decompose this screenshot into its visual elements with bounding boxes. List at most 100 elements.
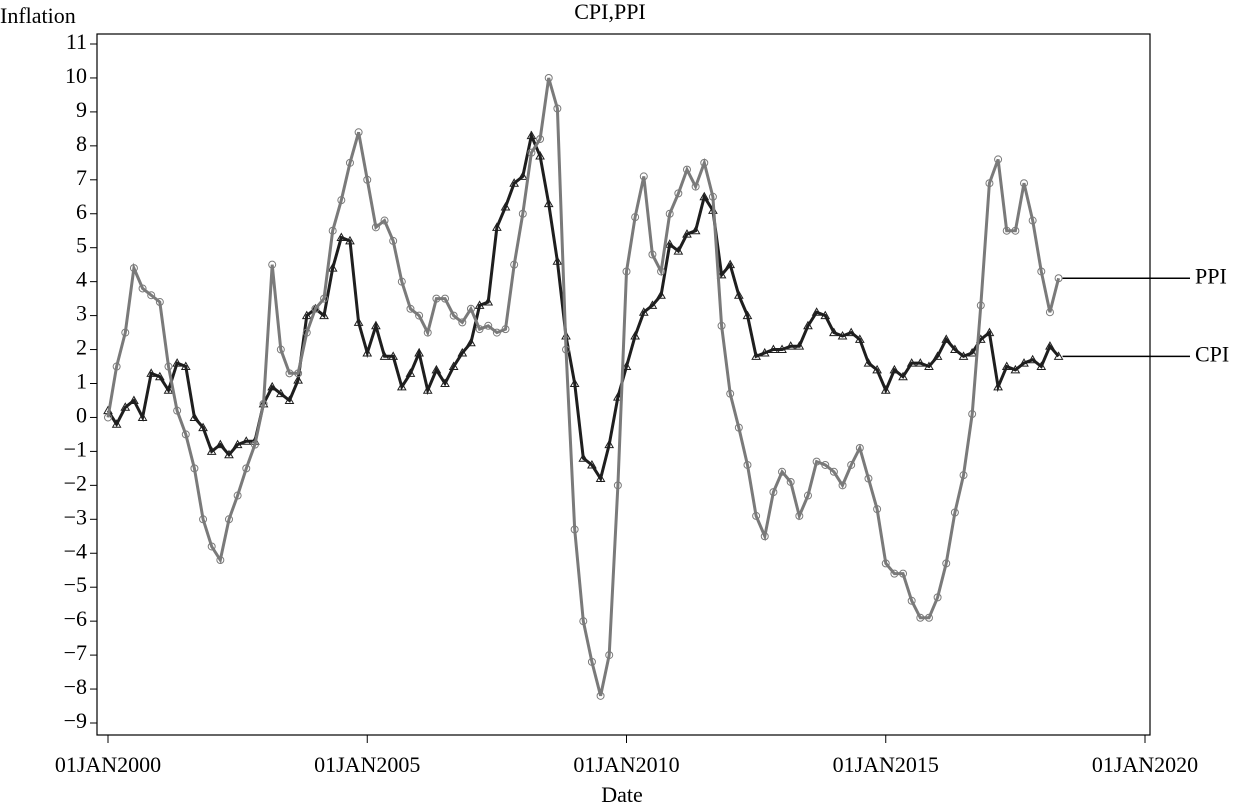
triangle-marker	[811, 307, 822, 316]
circle-marker	[354, 128, 363, 137]
circle-marker	[190, 464, 199, 473]
circle-marker	[423, 328, 432, 337]
triangle-marker	[535, 151, 545, 160]
triangle-marker	[872, 364, 882, 374]
circle-marker	[605, 651, 614, 660]
circle-marker	[570, 525, 579, 534]
circle-marker	[994, 155, 1003, 164]
y-tick-label: 11	[66, 29, 87, 54]
y-tick-label: 5	[76, 233, 87, 258]
circle-marker	[821, 460, 830, 469]
triangle-marker	[146, 368, 157, 377]
triangle-marker	[293, 375, 303, 384]
circle-marker	[933, 593, 942, 602]
circle-marker	[976, 301, 985, 310]
x-tick-label: 01JAN2000	[55, 752, 161, 777]
triangle-marker	[448, 361, 459, 371]
circle-marker	[1020, 179, 1029, 188]
y-tick-label: −7	[64, 640, 87, 665]
triangle-marker	[224, 449, 234, 459]
circle-marker	[104, 413, 112, 422]
triangle-marker	[189, 412, 200, 421]
triangle-marker	[768, 344, 779, 354]
circle-marker	[121, 328, 130, 337]
circle-marker	[950, 508, 959, 517]
triangle-marker	[483, 297, 494, 306]
y-tick-label: −3	[64, 504, 87, 529]
triangle-marker	[552, 256, 563, 265]
triangle-marker	[898, 371, 908, 381]
legend-label: CPI	[1195, 341, 1229, 366]
triangle-marker	[414, 347, 424, 357]
circle-marker	[890, 569, 899, 578]
y-tick-label: 4	[76, 267, 87, 292]
triangle-marker	[1053, 351, 1064, 360]
circle-marker	[682, 165, 691, 174]
triangle-marker	[362, 347, 373, 357]
y-tick-label: −1	[64, 436, 87, 461]
triangle-marker	[656, 290, 666, 299]
triangle-marker	[466, 337, 476, 347]
triangle-marker	[578, 453, 589, 462]
triangle-marker	[829, 327, 839, 337]
circle-marker	[717, 321, 726, 330]
y-tick-label: 1	[76, 369, 87, 394]
circle-marker	[786, 477, 795, 486]
triangle-marker	[647, 300, 658, 309]
triangle-marker	[129, 395, 139, 404]
circle-marker	[1002, 226, 1011, 235]
triangle-marker	[345, 235, 355, 245]
triangle-marker	[492, 222, 502, 231]
triangle-marker	[241, 436, 252, 445]
triangle-marker	[967, 347, 978, 357]
circle-marker	[795, 511, 804, 520]
circle-marker	[864, 474, 873, 483]
triangle-marker	[1010, 364, 1021, 374]
circle-marker	[406, 304, 415, 313]
triangle-marker	[612, 392, 623, 401]
chart-title: CPI,PPI	[574, 0, 646, 24]
circle-marker	[639, 172, 648, 181]
circle-marker	[587, 657, 596, 666]
triangle-marker	[569, 378, 580, 387]
circle-marker	[518, 209, 527, 218]
triangle-marker	[595, 473, 606, 483]
triangle-marker	[526, 130, 537, 140]
triangle-marker	[803, 320, 813, 330]
circle-marker	[397, 277, 406, 286]
circle-marker	[501, 325, 510, 334]
triangle-marker	[319, 310, 329, 320]
circle-marker	[959, 471, 968, 480]
triangle-marker	[1001, 361, 1012, 371]
circle-marker	[622, 267, 631, 276]
circle-marker	[968, 410, 977, 419]
circle-marker	[803, 491, 812, 500]
triangle-marker	[880, 385, 891, 394]
circle-marker	[415, 311, 424, 320]
y-tick-label: −4	[64, 538, 87, 563]
circle-marker	[475, 325, 484, 334]
circle-marker	[769, 488, 778, 497]
triangle-marker	[111, 419, 122, 428]
circle-marker	[164, 362, 173, 371]
circle-marker	[665, 209, 674, 218]
triangle-marker	[301, 310, 312, 320]
circle-marker	[579, 617, 588, 626]
triangle-marker	[500, 201, 511, 211]
triangle-marker	[837, 330, 848, 340]
triangle-marker	[180, 361, 191, 371]
triangle-marker	[1045, 341, 1055, 350]
circle-marker	[1011, 226, 1020, 235]
circle-marker	[302, 328, 311, 337]
y-tick-label: −9	[64, 708, 87, 733]
circle-marker	[199, 515, 208, 524]
circle-marker	[812, 457, 821, 466]
circle-marker	[216, 556, 225, 565]
circle-marker	[743, 460, 752, 469]
triangle-marker	[733, 290, 744, 299]
x-tick-label: 01JAN2005	[314, 752, 420, 777]
triangle-marker	[154, 371, 165, 381]
circle-marker	[916, 613, 925, 622]
circle-marker	[985, 179, 994, 188]
